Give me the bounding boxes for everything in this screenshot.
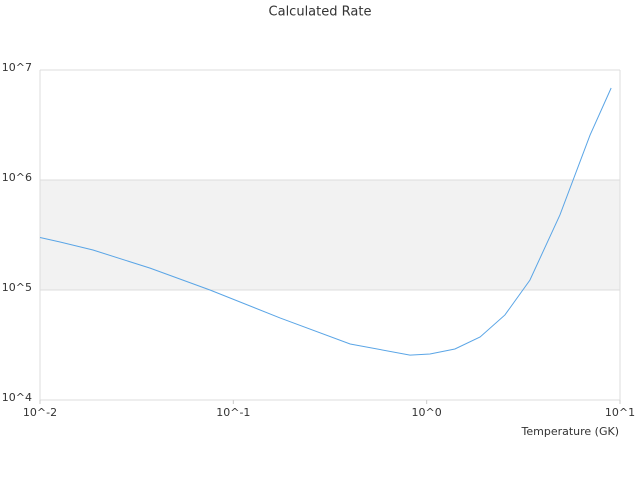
y-tick-label: 10^4 xyxy=(2,391,32,404)
grid-band xyxy=(40,180,620,290)
y-tick-label: 10^7 xyxy=(2,61,32,74)
x-axis-label: Temperature (GK) xyxy=(521,425,620,438)
chart-title: Calculated Rate xyxy=(269,5,372,20)
x-tick-label: 10^0 xyxy=(412,406,442,419)
y-tick-label: 10^6 xyxy=(2,171,32,184)
x-tick-label: 10^-1 xyxy=(216,406,250,419)
y-tick-label: 10^5 xyxy=(2,281,32,294)
x-tick-label: 10^-2 xyxy=(23,406,57,419)
data-line xyxy=(39,87,612,356)
x-tick-label: 10^1 xyxy=(605,406,635,419)
